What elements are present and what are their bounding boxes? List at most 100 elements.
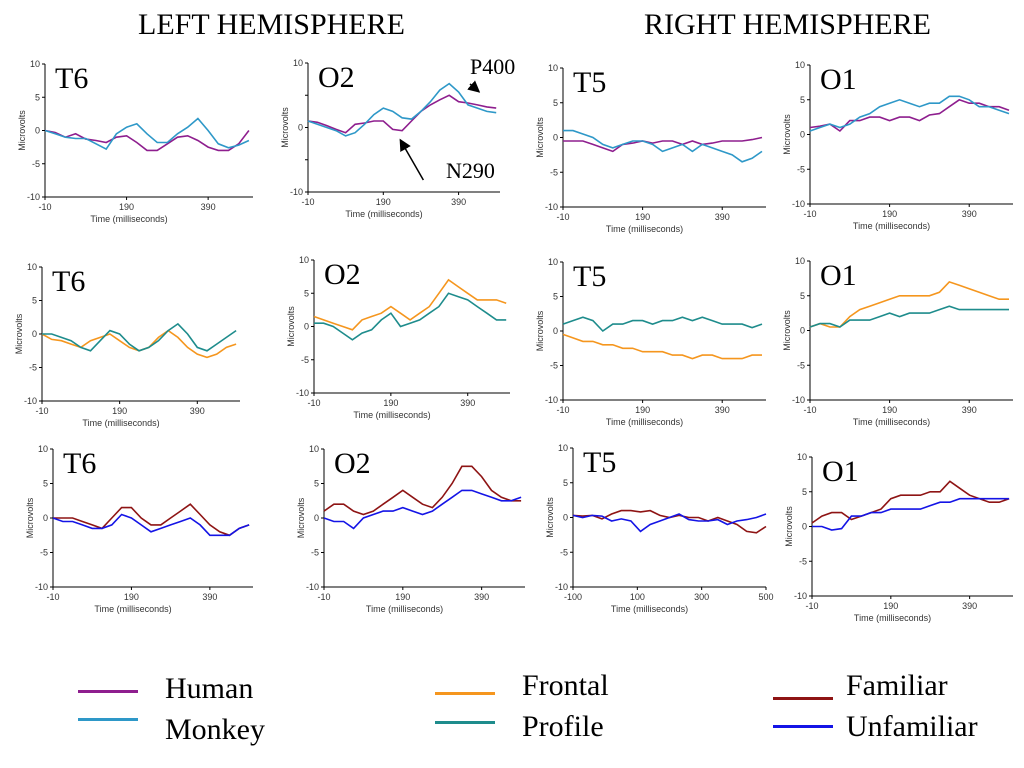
legend-swatch-profile: [435, 721, 495, 724]
x-tick-label: -10: [317, 592, 330, 602]
panel-t6-4: 10 5 0 -5 -10-10 190 390 Time (milliseconds) Mic…: [14, 262, 240, 428]
series-line-profile: [562, 316, 763, 333]
series-line-unfamiliar: [52, 513, 250, 537]
panel-t5-10: 10 5 0 -5 -10-100 100 300 500 Time (milliseconds…: [545, 443, 774, 614]
x-tick-label: 390: [474, 592, 489, 602]
x-tick-label: 390: [201, 202, 216, 212]
electrode-label: O2: [318, 61, 355, 94]
y-tick-label: 10: [548, 257, 558, 267]
y-tick-label: 5: [32, 296, 37, 306]
series-line-human: [44, 129, 250, 152]
x-axis-label: Time (milliseconds): [82, 418, 159, 428]
legend-label-frontal: Frontal: [522, 669, 609, 702]
y-tick-label: -10: [792, 395, 805, 405]
x-axis-label: Time (milliseconds): [853, 221, 930, 231]
y-tick-label: 10: [293, 58, 303, 68]
legend-label-monkey: Monkey: [165, 713, 265, 746]
y-axis-label: Microvolts: [535, 310, 545, 351]
legend-swatch-monkey: [78, 718, 138, 721]
y-tick-label: -5: [32, 159, 40, 169]
y-tick-label: 0: [802, 522, 807, 532]
series-line-unfamiliar: [812, 497, 1010, 531]
panel-o2-9: 10 5 0 -5 -10-10 190 390 Time (milliseconds) Mic…: [296, 444, 525, 614]
series-line-familiar: [323, 465, 522, 516]
y-tick-label: 0: [35, 126, 40, 136]
series-line-frontal: [313, 278, 507, 331]
electrode-label: T6: [52, 265, 85, 298]
x-axis-label: Time (milliseconds): [366, 604, 443, 614]
y-tick-label: 10: [558, 443, 568, 453]
x-tick-label: 190: [124, 592, 139, 602]
y-axis-label: Microvolts: [25, 497, 35, 538]
series-line-monkey: [307, 82, 497, 137]
series-line-profile: [42, 322, 237, 352]
y-tick-label: -10: [794, 591, 807, 601]
y-tick-label: 5: [304, 288, 309, 298]
x-axis-label: Time (milliseconds): [853, 417, 930, 427]
legend-swatch-unfamiliar: [773, 725, 833, 728]
y-tick-label: -10: [545, 395, 558, 405]
y-tick-label: 10: [38, 444, 48, 454]
x-axis-label: Time (milliseconds): [345, 209, 422, 219]
x-tick-label: 100: [630, 592, 645, 602]
y-tick-label: 10: [309, 444, 319, 454]
electrode-label: T5: [573, 260, 606, 293]
x-tick-label: 390: [962, 405, 977, 415]
y-tick-label: 10: [797, 452, 807, 462]
y-tick-label: 0: [304, 322, 309, 332]
y-tick-label: -5: [799, 556, 807, 566]
x-tick-label: 390: [202, 592, 217, 602]
series-line-frontal: [41, 329, 237, 359]
electrode-label: O1: [822, 455, 859, 488]
y-tick-label: 5: [800, 291, 805, 301]
panel-o1-7: 10 5 0 -5 -10-10 190 390 Time (milliseconds) Mic…: [782, 256, 1013, 427]
y-tick-label: -5: [301, 355, 309, 365]
series-line-human: [307, 94, 497, 134]
series-line-frontal: [562, 333, 762, 360]
y-axis-label: Microvolts: [545, 497, 555, 538]
y-axis-label: Microvolts: [17, 110, 27, 151]
electrode-label: O1: [820, 63, 857, 96]
panel-o1-3: 10 5 0 -5 -10-10 190 390 Time (milliseconds) Mic…: [782, 60, 1013, 231]
x-tick-label: -10: [38, 202, 51, 212]
legend-label-unfamiliar: Unfamiliar: [846, 710, 978, 743]
panel-t5-6: 10 5 0 -5 -10-10 190 390 Time (milliseconds) Mic…: [535, 257, 766, 427]
right-hemisphere-header: RIGHT HEMISPHERE: [644, 8, 931, 41]
y-tick-label: 10: [795, 256, 805, 266]
x-tick-label: 390: [962, 209, 977, 219]
y-tick-label: -5: [311, 548, 319, 558]
y-tick-label: -10: [792, 199, 805, 209]
y-tick-label: -5: [797, 164, 805, 174]
series-line-human: [809, 98, 1010, 133]
legend-swatch-frontal: [435, 692, 495, 695]
y-axis-label: Microvolts: [280, 107, 290, 148]
electrode-label: T5: [583, 446, 616, 479]
x-tick-label: -10: [805, 601, 818, 611]
panel-t5-2: 10 5 0 -5 -10-10 190 390 Time (milliseconds) Mic…: [535, 63, 766, 234]
y-tick-label: -10: [24, 396, 37, 406]
y-tick-label: 0: [563, 513, 568, 523]
x-axis-label: Time (milliseconds): [90, 214, 167, 224]
legend-label-profile: Profile: [522, 710, 604, 743]
x-axis-label: Time (milliseconds): [94, 604, 171, 614]
y-tick-label: -5: [550, 167, 558, 177]
y-tick-label: 5: [553, 292, 558, 302]
y-tick-label: -10: [306, 582, 319, 592]
y-tick-label: 5: [563, 478, 568, 488]
x-axis-label: Time (milliseconds): [606, 224, 683, 234]
annotation-arrow-p400: [467, 80, 481, 93]
x-axis-label: Time (milliseconds): [854, 613, 931, 623]
y-tick-label: -10: [555, 582, 568, 592]
y-tick-label: -10: [290, 187, 303, 197]
y-axis-label: Microvolts: [782, 114, 792, 155]
x-tick-label: -10: [556, 405, 569, 415]
legend-swatch-human: [78, 690, 138, 693]
x-tick-label: 190: [882, 405, 897, 415]
legend-label-familiar: Familiar: [846, 669, 948, 702]
x-tick-label: -100: [564, 592, 582, 602]
series-line-human: [563, 136, 763, 153]
y-tick-label: -5: [550, 361, 558, 371]
left-hemisphere-header: LEFT HEMISPHERE: [138, 8, 405, 41]
x-tick-label: -10: [803, 405, 816, 415]
